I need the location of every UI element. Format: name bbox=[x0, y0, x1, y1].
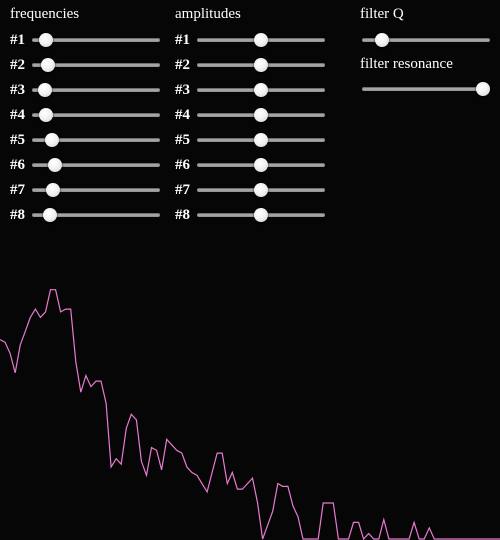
amplitudes-panel: amplitudes #1 #2 #3 #4 #5 #6 #7 #8 bbox=[175, 0, 325, 230]
amplitude-slider-1[interactable] bbox=[197, 30, 325, 50]
frequency-label-6: #6 bbox=[10, 157, 25, 173]
frequency-track-6[interactable] bbox=[32, 163, 160, 167]
frequency-slider-4[interactable] bbox=[32, 105, 160, 125]
amplitude-thumb-7[interactable] bbox=[254, 183, 268, 197]
frequency-label-8: #8 bbox=[10, 207, 25, 223]
filter-q-slider[interactable] bbox=[362, 30, 490, 50]
amplitude-label-2: #2 bbox=[175, 57, 190, 73]
amplitude-label-6: #6 bbox=[175, 157, 190, 173]
amplitude-thumb-4[interactable] bbox=[254, 108, 268, 122]
frequency-row-6: #6 bbox=[10, 155, 160, 175]
amplitude-label-5: #5 bbox=[175, 132, 190, 148]
frequency-slider-8[interactable] bbox=[32, 205, 160, 225]
frequency-row-8: #8 bbox=[10, 205, 160, 225]
frequency-thumb-5[interactable] bbox=[44, 133, 59, 147]
amplitude-slider-7[interactable] bbox=[197, 180, 325, 200]
frequency-slider-7[interactable] bbox=[32, 180, 160, 200]
amplitude-slider-3[interactable] bbox=[197, 80, 325, 100]
amplitude-slider-5[interactable] bbox=[197, 130, 325, 150]
amplitude-thumb-1[interactable] bbox=[254, 33, 268, 47]
frequency-label-1: #1 bbox=[10, 32, 25, 48]
frequency-thumb-7[interactable] bbox=[45, 183, 60, 197]
amplitude-thumb-3[interactable] bbox=[254, 83, 268, 97]
amplitude-slider-6[interactable] bbox=[197, 155, 325, 175]
amplitude-label-1: #1 bbox=[175, 32, 190, 48]
frequency-row-5: #5 bbox=[10, 130, 160, 150]
frequency-track-4[interactable] bbox=[32, 113, 160, 117]
frequency-track-8[interactable] bbox=[32, 213, 160, 217]
amplitude-label-8: #8 bbox=[175, 207, 190, 223]
amplitude-slider-4[interactable] bbox=[197, 105, 325, 125]
frequency-slider-6[interactable] bbox=[32, 155, 160, 175]
frequency-slider-1[interactable] bbox=[32, 30, 160, 50]
frequency-track-5[interactable] bbox=[32, 138, 160, 142]
frequency-label-3: #3 bbox=[10, 82, 25, 98]
amplitude-row-5: #5 bbox=[175, 130, 325, 150]
amplitude-row-8: #8 bbox=[175, 205, 325, 225]
amplitude-label-4: #4 bbox=[175, 107, 190, 123]
frequency-label-4: #4 bbox=[10, 107, 25, 123]
filter-q-thumb[interactable] bbox=[374, 33, 389, 47]
amplitude-label-7: #7 bbox=[175, 182, 190, 198]
filter-resonance-slider[interactable] bbox=[362, 79, 490, 99]
amplitude-row-4: #4 bbox=[175, 105, 325, 125]
filter-q-title: filter Q bbox=[360, 6, 404, 22]
frequency-row-7: #7 bbox=[10, 180, 160, 200]
frequency-label-2: #2 bbox=[10, 57, 25, 73]
amplitude-slider-2[interactable] bbox=[197, 55, 325, 75]
amplitude-thumb-5[interactable] bbox=[254, 133, 268, 147]
filter-resonance-title: filter resonance bbox=[360, 56, 453, 72]
frequency-track-2[interactable] bbox=[32, 63, 160, 67]
frequencies-title: frequencies bbox=[10, 6, 80, 22]
amplitude-row-7: #7 bbox=[175, 180, 325, 200]
frequency-label-5: #5 bbox=[10, 132, 25, 148]
frequency-row-3: #3 bbox=[10, 80, 160, 100]
amplitude-label-3: #3 bbox=[175, 82, 190, 98]
spectrum-line bbox=[0, 289, 500, 540]
amplitude-thumb-8[interactable] bbox=[254, 208, 268, 222]
frequency-thumb-8[interactable] bbox=[43, 208, 58, 222]
frequency-slider-2[interactable] bbox=[32, 55, 160, 75]
frequency-track-1[interactable] bbox=[32, 38, 160, 42]
frequency-track-7[interactable] bbox=[32, 188, 160, 192]
amplitude-row-6: #6 bbox=[175, 155, 325, 175]
spectrum-graph bbox=[0, 289, 500, 540]
frequency-row-1: #1 bbox=[10, 30, 160, 50]
amplitude-thumb-2[interactable] bbox=[254, 58, 268, 72]
filter-resonance-thumb[interactable] bbox=[476, 82, 490, 96]
frequency-thumb-4[interactable] bbox=[38, 108, 53, 122]
amplitude-row-1: #1 bbox=[175, 30, 325, 50]
frequency-thumb-6[interactable] bbox=[47, 158, 62, 172]
frequency-track-3[interactable] bbox=[32, 88, 160, 92]
amplitudes-title: amplitudes bbox=[175, 6, 241, 22]
frequency-thumb-3[interactable] bbox=[37, 83, 52, 97]
frequency-slider-3[interactable] bbox=[32, 80, 160, 100]
amplitude-thumb-6[interactable] bbox=[254, 158, 268, 172]
frequency-row-2: #2 bbox=[10, 55, 160, 75]
frequency-slider-5[interactable] bbox=[32, 130, 160, 150]
frequency-thumb-2[interactable] bbox=[41, 58, 56, 72]
frequency-label-7: #7 bbox=[10, 182, 25, 198]
filter-q-track[interactable] bbox=[362, 38, 490, 42]
amplitude-row-3: #3 bbox=[175, 80, 325, 100]
amplitude-row-2: #2 bbox=[175, 55, 325, 75]
amplitude-slider-8[interactable] bbox=[197, 205, 325, 225]
frequency-thumb-1[interactable] bbox=[38, 33, 53, 47]
filter-panel: filter Q filter resonance bbox=[360, 0, 490, 100]
filter-resonance-track[interactable] bbox=[362, 87, 490, 91]
frequencies-panel: frequencies #1 #2 #3 #4 #5 #6 #7 #8 bbox=[10, 0, 160, 230]
frequency-row-4: #4 bbox=[10, 105, 160, 125]
